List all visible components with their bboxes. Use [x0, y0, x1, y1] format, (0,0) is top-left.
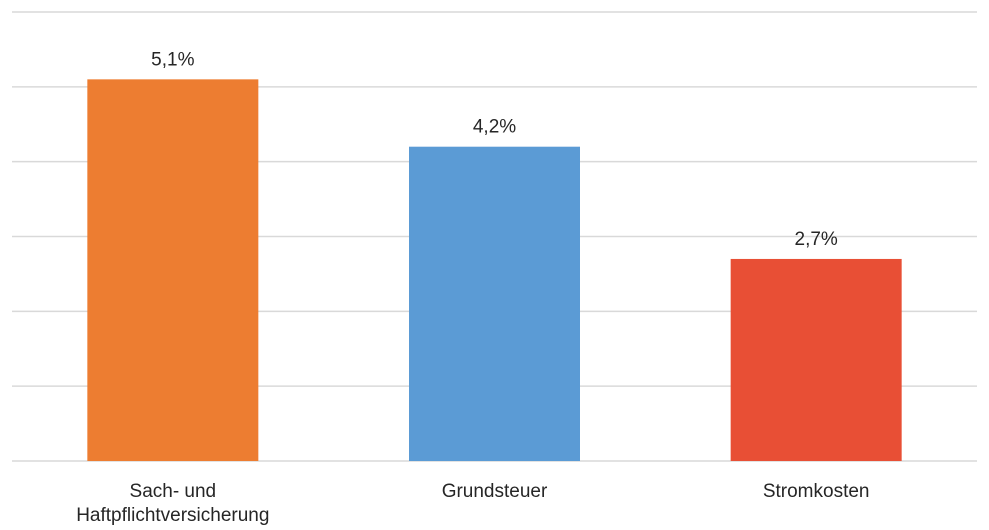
category-label: Stromkosten [763, 481, 870, 502]
category-label: Haftpflichtversicherung [76, 505, 269, 526]
bar-layer [87, 79, 902, 461]
category-label: Sach- und [130, 481, 217, 502]
data-label: 5,1% [151, 49, 194, 70]
data-label: 4,2% [473, 117, 516, 138]
category-label: Grundsteuer [442, 481, 548, 502]
bar [409, 146, 580, 461]
bar [87, 79, 259, 461]
data-label: 2,7% [795, 229, 838, 250]
bar [730, 258, 902, 461]
category-label-layer: Sach- und Haftpflichtversicherung Grundste… [76, 481, 869, 526]
data-label-layer: 5,1% 4,2% 2,7% [151, 49, 838, 250]
